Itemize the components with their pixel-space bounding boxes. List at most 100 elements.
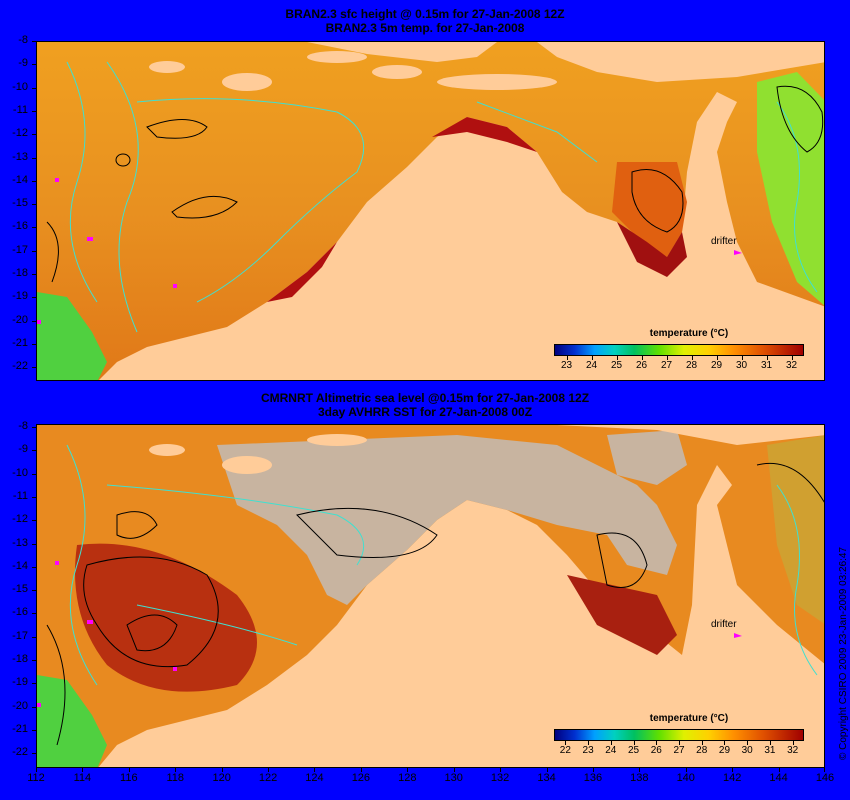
y-tick-mark	[32, 297, 36, 299]
colorbar-tick-label: 30	[741, 745, 753, 756]
y-tick-label: -20	[12, 699, 28, 712]
x-tick-mark	[221, 768, 223, 772]
x-tick-label: 138	[630, 772, 649, 784]
y-tick-label: -21	[12, 722, 28, 735]
y-tick-label: -8	[18, 420, 28, 432]
y-tick-label: -22	[12, 746, 28, 759]
y-tick-label: -17	[12, 629, 28, 642]
colorbar-title: temperature (°C)	[649, 713, 729, 724]
colorbar-tick-label: 28	[685, 360, 698, 371]
colorbar-tick-mark	[656, 741, 658, 745]
x-tick-label: 120	[212, 772, 231, 784]
x-tick-mark	[128, 768, 130, 772]
warm-eddy-region	[567, 575, 677, 655]
colorbar-tick-mark	[565, 741, 567, 745]
colorbar-tick-mark	[716, 356, 718, 360]
y-tick-label: -15	[12, 197, 28, 210]
colorbar-tick-label: 32	[787, 745, 799, 756]
y-tick-mark	[32, 706, 36, 708]
y-tick-label: -19	[12, 676, 28, 689]
y-tick-label: -9	[18, 57, 28, 70]
northern-landmass	[557, 425, 824, 445]
colorbar-tick-label: 27	[673, 745, 685, 756]
gulf-warm-region	[612, 162, 687, 257]
colorbar-tick-mark	[641, 356, 643, 360]
colorbar-tick-mark	[724, 741, 726, 745]
island	[222, 456, 272, 474]
colorbar-tick-label: 31	[764, 745, 776, 756]
colorbar-tick-label: 25	[627, 745, 640, 756]
colorbar-tick-mark	[792, 741, 794, 745]
x-tick-label: 144	[769, 772, 788, 784]
colorbar-tick-label: 32	[785, 360, 798, 371]
x-tick-mark	[407, 768, 409, 772]
x-tick-mark	[592, 768, 594, 772]
y-tick-mark	[32, 367, 36, 369]
x-tick-label: 132	[490, 772, 510, 784]
x-tick-label: 118	[166, 772, 184, 784]
colorbar-tick-mark	[610, 741, 612, 745]
y-tick-label: -11	[12, 103, 28, 116]
x-tick-mark	[36, 768, 37, 772]
colorbar-tick-mark	[741, 356, 743, 360]
coast-hot-band	[432, 117, 537, 152]
y-tick-label: -14	[12, 559, 28, 572]
colorbar-tick-label: 29	[718, 745, 731, 756]
y-tick-mark	[32, 134, 36, 136]
x-tick-label: 112	[27, 772, 45, 784]
island	[149, 444, 185, 456]
y-tick-mark	[32, 427, 36, 428]
y-tick-mark	[32, 566, 36, 568]
cool-water-region	[37, 675, 107, 767]
top-title-line2: BRAN2.3 5m temp. for 27-Jan-2008	[325, 21, 525, 35]
y-tick-mark	[32, 157, 36, 159]
x-tick-mark	[268, 768, 270, 772]
y-tick-mark	[32, 227, 36, 229]
drifter-markers	[37, 178, 742, 324]
colorbar-tick-mark	[666, 356, 668, 360]
y-tick-mark	[32, 87, 36, 89]
y-tick-label: -16	[12, 606, 28, 619]
colorbar-tick-label: 31	[760, 360, 773, 371]
x-tick-mark	[546, 768, 548, 772]
x-tick-label: 124	[305, 772, 324, 784]
colorbar-tick-mark	[701, 741, 703, 745]
colorbar-tick-mark	[566, 356, 568, 360]
y-tick-label: -10	[12, 466, 28, 479]
colorbar-tick-label: 30	[735, 360, 748, 371]
contour-lines-black	[46, 462, 824, 746]
y-tick-label: -8	[18, 34, 28, 46]
y-tick-mark	[32, 590, 36, 592]
coast-hot-band	[617, 222, 687, 277]
colorbar-title: temperature (°C)	[649, 328, 729, 339]
y-tick-mark	[32, 613, 36, 615]
bottom-title-line1: CMRNRT Altimetric sea level @0.15m for 2…	[260, 391, 590, 405]
x-tick-label: 136	[583, 772, 603, 784]
x-tick-label: 130	[444, 772, 463, 784]
y-tick-mark	[32, 320, 36, 322]
colorbar	[554, 729, 804, 741]
copyright-notice: © Copyright CSIRO 2009 23-Jan-2009 03:26…	[838, 546, 849, 760]
y-tick-label: -14	[12, 173, 28, 186]
colorbar-tick-label: 26	[650, 745, 662, 756]
y-tick-mark	[32, 110, 36, 112]
colorbar-tick-mark	[588, 741, 590, 745]
x-tick-mark	[453, 768, 455, 772]
x-tick-label: 140	[676, 772, 695, 784]
y-tick-label: -12	[12, 513, 28, 526]
y-tick-label: -17	[12, 243, 28, 256]
y-tick-mark	[32, 543, 36, 545]
top-map-panel: drifter temperature (°C) 23 24 25 26 27 28 29 3…	[36, 41, 825, 381]
northern-landmass	[537, 42, 824, 82]
drifter-label: drifter	[711, 236, 737, 247]
x-tick-label: 142	[722, 772, 742, 784]
y-tick-label: -18	[12, 653, 28, 665]
drifter-label: drifter	[711, 619, 737, 630]
y-tick-mark	[32, 64, 36, 66]
y-tick-label: -21	[12, 336, 28, 349]
y-tick-label: -13	[12, 536, 28, 549]
island	[307, 51, 367, 63]
top-map-svg	[37, 42, 824, 380]
x-tick-mark	[175, 768, 177, 772]
x-tick-label: 126	[351, 772, 371, 784]
